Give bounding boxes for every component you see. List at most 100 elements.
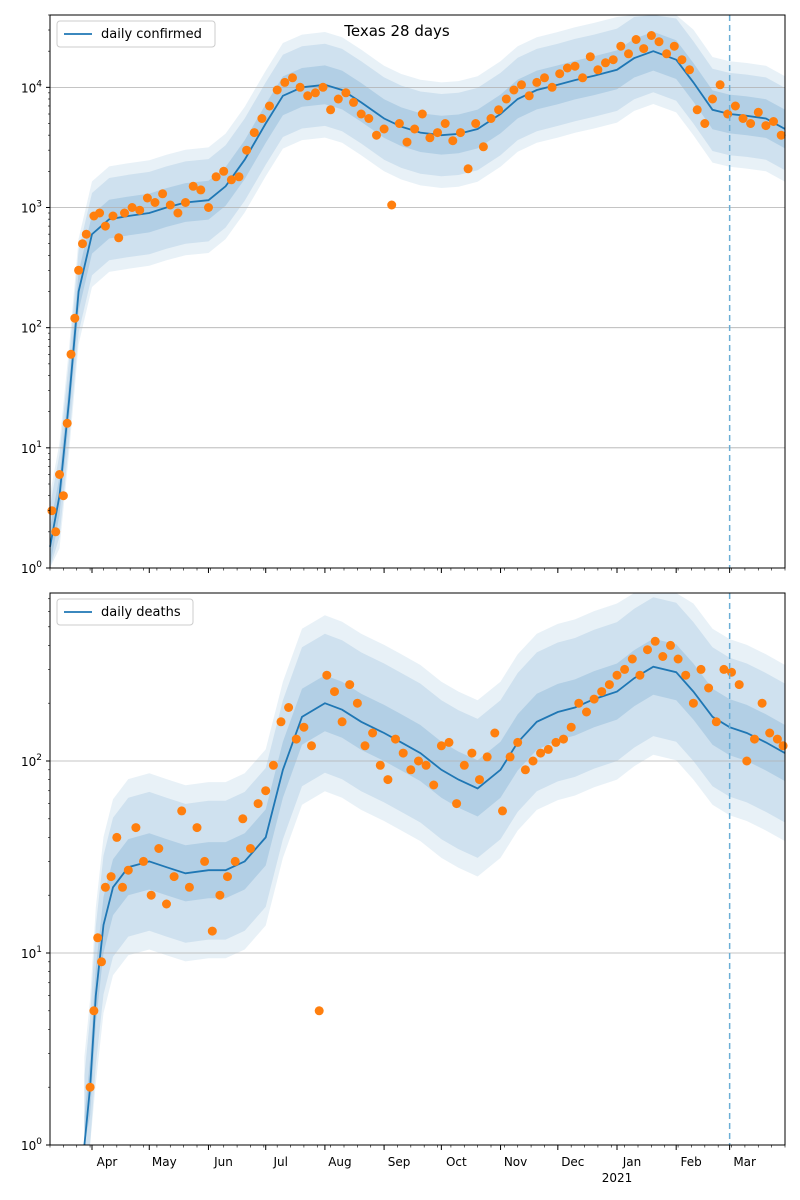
confirmed-data-point [66, 349, 76, 359]
deaths-data-point [582, 707, 591, 717]
confirmed-data-point [708, 94, 717, 104]
confirmed-data-point [173, 208, 183, 218]
deaths-data-point [604, 680, 614, 690]
confirmed-data-point [730, 101, 740, 111]
deaths-data-point [291, 734, 301, 744]
confirmed-data-point [158, 189, 168, 199]
confirmed-data-point [646, 31, 656, 40]
deaths-data-point [154, 844, 164, 853]
deaths-data-point [778, 741, 788, 751]
deaths-model-line [83, 665, 786, 1146]
confirmed-data-point [501, 94, 511, 104]
deaths-data-point [643, 645, 652, 655]
deaths-data-point [421, 760, 431, 770]
chart-title: Texas 28 days [343, 22, 450, 40]
confirmed-data-point [517, 80, 526, 90]
confirmed-data-point [692, 105, 702, 115]
deaths-data-point [505, 752, 515, 762]
confirmed-data-point [456, 128, 465, 138]
deaths-data-point [696, 664, 706, 674]
confirmed-data-point [387, 200, 397, 210]
confirmed-data-point [715, 80, 725, 90]
confirmed-data-point [601, 58, 610, 68]
confirmed-band-97 [50, 15, 785, 568]
deaths-data-point [772, 734, 782, 744]
confirmed-data-point [677, 55, 687, 65]
confirmed-data-point [70, 313, 80, 323]
x-tick-label: Oct [446, 1155, 467, 1169]
deaths-data-point [261, 786, 271, 796]
confirmed-data-point [219, 166, 229, 176]
deaths-data-point [627, 654, 637, 664]
deaths-data-point [391, 734, 400, 744]
deaths-ytick-label: 101 [21, 945, 42, 961]
deaths-data-point [383, 775, 393, 785]
deaths-data-point [192, 823, 202, 833]
deaths-data-point [345, 680, 355, 690]
confirmed-data-point [738, 114, 748, 123]
confirmed-data-point [562, 63, 572, 73]
deaths-data-point [276, 717, 286, 727]
confirmed-data-point [74, 265, 84, 275]
confirmed-data-point [478, 142, 488, 152]
confirmed-data-point [280, 77, 290, 87]
confirmed-ytick-label: 100 [21, 560, 42, 576]
deaths-data-point [612, 670, 622, 680]
confirmed-data-point [685, 65, 694, 75]
confirmed-data-point [95, 208, 105, 218]
deaths-data-point [238, 814, 248, 824]
confirmed-data-point [578, 73, 588, 83]
deaths-data-point [719, 664, 729, 674]
deaths-ytick-label: 102 [21, 753, 42, 769]
confirmed-data-point [100, 221, 110, 231]
x-tick-label: May [152, 1155, 177, 1169]
deaths-data-point [169, 872, 179, 882]
confirmed-data-point [226, 175, 236, 185]
deaths-data-point [314, 1006, 324, 1016]
deaths-data-point [268, 760, 278, 770]
confirmed-data-point [700, 119, 710, 128]
confirmed-data-point [410, 124, 420, 134]
confirmed-data-point [662, 49, 672, 59]
confirmed-band-95 [50, 15, 785, 568]
deaths-data-point [184, 882, 194, 892]
confirmed-data-point [425, 133, 435, 143]
deaths-data-point [368, 728, 378, 738]
confirmed-data-point [333, 94, 343, 104]
deaths-data-point [566, 722, 576, 732]
confirmed-data-point [654, 37, 664, 47]
confirmed-data-point [303, 91, 313, 101]
confirmed-data-point [593, 65, 603, 75]
confirmed-data-point [51, 527, 61, 537]
deaths-data-point [666, 640, 675, 650]
confirmed-data-point [341, 88, 351, 98]
deaths-data-point [299, 722, 309, 732]
deaths-data-point [322, 670, 332, 680]
confirmed-data-point [509, 85, 519, 95]
deaths-data-point [467, 748, 477, 758]
deaths-data-point [673, 654, 683, 664]
deaths-data-point [253, 799, 263, 809]
confirmed-data-point [204, 203, 213, 212]
deaths-data-point [360, 741, 370, 751]
confirmed-data-point [608, 55, 618, 65]
deaths-data-point [162, 899, 171, 909]
confirmed-data-point [585, 52, 595, 62]
deaths-band-50 [84, 638, 785, 1145]
deaths-band-97 [84, 593, 785, 1145]
confirmed-data-point [234, 172, 244, 182]
deaths-credible-bands [84, 593, 785, 1145]
confirmed-data-point [242, 145, 252, 155]
deaths-data-point [727, 667, 736, 677]
deaths-data-point [536, 748, 546, 758]
deaths-data-point [352, 698, 362, 708]
confirmed-data-point [616, 41, 626, 51]
deaths-data-point [123, 865, 133, 875]
confirmed-legend-label: daily confirmed [101, 27, 202, 42]
confirmed-data-point [769, 117, 778, 126]
deaths-data-point [742, 756, 752, 766]
confirmed-data-point [265, 101, 274, 111]
confirmed-data-point [471, 119, 481, 128]
x-tick-year-label: 2021 [602, 1171, 633, 1185]
deaths-data-point [118, 882, 127, 892]
